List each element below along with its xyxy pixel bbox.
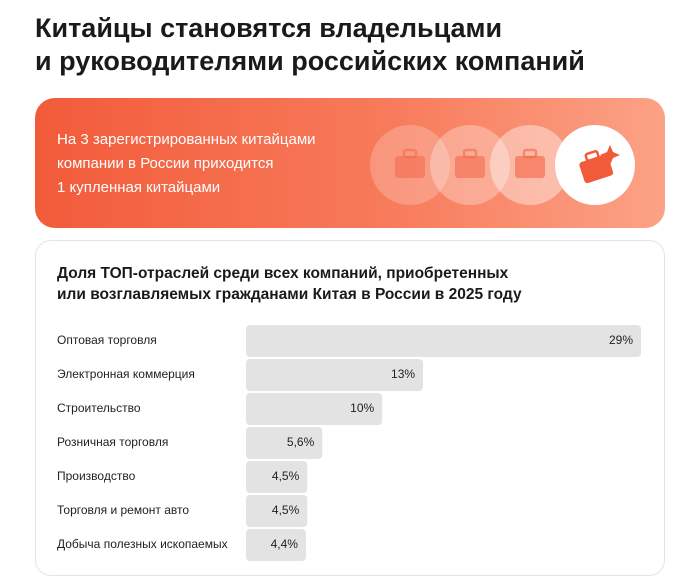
category-label: Добыча полезных ископаемых: [57, 537, 228, 551]
value-label: 5,6%: [287, 435, 315, 449]
icon: [430, 125, 510, 205]
banner-line: На 3 зарегистрированных китайцами: [57, 131, 316, 148]
icon: [370, 125, 450, 205]
value-label: 10%: [350, 401, 374, 415]
banner-line: 1 купленная китайцами: [57, 179, 221, 196]
value-label: 4,5%: [272, 469, 300, 483]
bar: [246, 495, 308, 527]
icon: [555, 125, 635, 205]
chart: Оптовая торговля 29% Электронная коммерция…: [57, 325, 641, 561]
bar: [246, 359, 424, 391]
category-label: Розничная торговля: [57, 435, 168, 449]
chart-title: Доля ТОП-отраслей среди всех компаний, п…: [57, 263, 522, 305]
icon: [490, 125, 570, 205]
title-line: Китайцы становятся владельцами: [35, 13, 503, 43]
value-label: 4,4%: [271, 537, 299, 551]
bar: [246, 529, 306, 561]
icons: [370, 125, 635, 205]
page-title: Китайцы становятся владельцами и руковод…: [35, 12, 585, 78]
category-label: Торговля и ремонт авто: [57, 503, 189, 517]
title-line: и руководителями российских компаний: [35, 46, 585, 76]
category-label: Электронная коммерция: [57, 367, 195, 381]
value-label: 4,5%: [272, 503, 300, 517]
category-label: Строительство: [57, 401, 141, 415]
bar: [246, 393, 383, 425]
bar: [246, 461, 308, 493]
value-label: 13%: [391, 367, 415, 381]
chart-card: Доля ТОП-отраслей среди всех компаний, п…: [35, 240, 665, 576]
value-label: 29%: [609, 333, 633, 347]
banner-line: компании в России приходится: [57, 155, 274, 172]
banner: На 3 зарегистрированных китайцами компан…: [35, 98, 665, 228]
category-label: Производство: [57, 469, 136, 483]
chart-title-line: или возглавляемых гражданами Китая в Рос…: [57, 286, 522, 303]
banner-text: На 3 зарегистрированных китайцами компан…: [57, 128, 316, 200]
chart-title-line: Доля ТОП-отраслей среди всех компаний, п…: [57, 265, 509, 282]
category-label: Оптовая торговля: [57, 333, 157, 347]
bar: [246, 427, 323, 459]
bar: [246, 325, 641, 357]
